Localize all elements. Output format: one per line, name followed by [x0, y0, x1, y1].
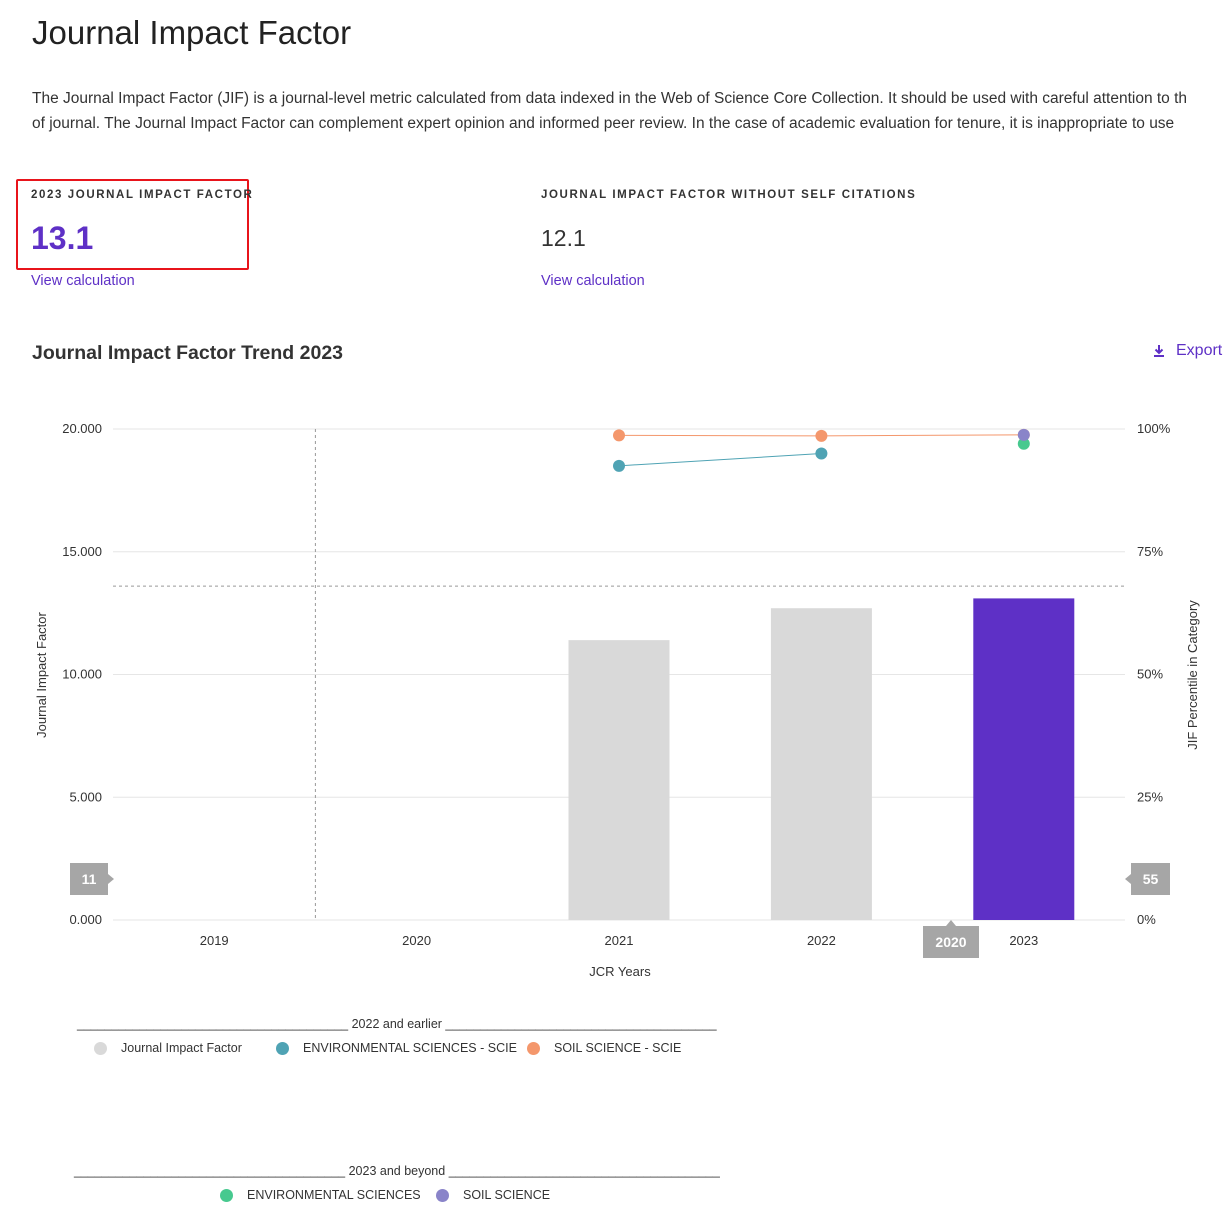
jif-view-calculation-link[interactable]: View calculation	[31, 273, 135, 289]
intro-line-1: The Journal Impact Factor (JIF) is a jou…	[32, 90, 1188, 107]
jif-trend-chart: 0.000 5.000 10.000 15.000 20.000 0% 25% 50% 75% 1…	[34, 421, 1200, 979]
intro-text: The Journal Impact Factor (JIF) is a jou…	[32, 86, 1232, 136]
bar-2023	[973, 598, 1075, 920]
right-value-marker-pointer	[1125, 874, 1131, 884]
legend-dot	[527, 1041, 540, 1055]
series-point-0	[613, 459, 625, 472]
legend-item[interactable]: Journal Impact Factor	[94, 1041, 242, 1055]
y-tick-label: 10.000	[62, 667, 102, 682]
jif-without-self-citations-value: 12.1	[541, 225, 586, 251]
x-tick-label: 2020	[402, 933, 431, 948]
legend-dot	[436, 1188, 449, 1202]
jif-label: 2023 JOURNAL IMPACT FACTOR	[31, 189, 254, 201]
left-value-marker-label: 11	[82, 871, 97, 887]
left-value-marker-pointer	[108, 874, 114, 884]
year-marker-pointer	[946, 920, 956, 926]
legend-label: Journal Impact Factor	[121, 1041, 242, 1055]
jif-without-self-citations-view-calculation-link[interactable]: View calculation	[541, 273, 645, 289]
x-tick-label: 2021	[605, 933, 634, 948]
x-tick-label: 2019	[200, 933, 229, 948]
y2-axis-title: JIF Percentile in Category	[1185, 600, 1200, 750]
y2-tick-label: 50%	[1137, 667, 1163, 682]
jif-without-self-citations-label: JOURNAL IMPACT FACTOR WITHOUT SELF CITAT…	[541, 189, 917, 201]
series-point-0	[815, 447, 828, 460]
right-value-marker-box	[1131, 863, 1170, 895]
highlight-box	[16, 179, 249, 270]
right-value-marker-label: 55	[1143, 871, 1159, 887]
y-tick-label: 15.000	[62, 544, 102, 559]
legend-label: SOIL SCIENCE - SCIE	[554, 1041, 682, 1055]
legend-item[interactable]: ENVIRONMENTAL SCIENCES - SCIE	[276, 1041, 517, 1055]
y2-tick-label: 75%	[1137, 544, 1163, 559]
series-point-3	[1017, 428, 1030, 441]
x-tick-label: 2023	[1009, 933, 1038, 948]
page-title: Journal Impact Factor	[32, 14, 352, 51]
left-value-marker-box	[70, 863, 108, 895]
y2-tick-label: 0%	[1137, 912, 1156, 927]
legend-label: SOIL SCIENCE	[463, 1188, 551, 1202]
legend-label: ENVIRONMENTAL SCIENCES	[247, 1188, 421, 1202]
intro-line-2: of journal. The Journal Impact Factor ca…	[32, 115, 1175, 132]
x-axis-title: JCR Years	[589, 964, 651, 979]
legend-group1-title: _______________________________________ …	[77, 1017, 717, 1031]
download-icon	[1154, 345, 1164, 357]
legend-dot	[220, 1188, 233, 1202]
year-marker-label: 2020	[935, 934, 966, 950]
series-point-2	[1017, 437, 1030, 450]
jif-value: 13.1	[31, 220, 94, 256]
y-tick-label: 5.000	[69, 789, 102, 804]
legend-item[interactable]: ENVIRONMENTAL SCIENCES	[220, 1188, 421, 1202]
legend-dot	[94, 1041, 107, 1055]
series-line-0	[618, 453, 822, 467]
export-button[interactable]: Export	[1150, 342, 1222, 360]
y2-tick-label: 100%	[1137, 421, 1171, 436]
legend-item[interactable]: SOIL SCIENCE	[436, 1188, 550, 1202]
bar-2022	[770, 608, 872, 920]
y-axis-title: Journal Impact Factor	[34, 611, 49, 737]
export-label: Export	[1176, 342, 1223, 359]
legend-item[interactable]: SOIL SCIENCE - SCIE	[527, 1041, 681, 1055]
y-tick-label: 20.000	[62, 421, 102, 436]
series-point-1	[815, 429, 828, 442]
year-marker-box	[923, 926, 979, 958]
x-tick-label: 2022	[807, 933, 836, 948]
series-point-1	[613, 429, 625, 442]
trend-title: Journal Impact Factor Trend 2023	[32, 342, 344, 364]
legend-dot	[276, 1041, 289, 1055]
legend-label: ENVIRONMENTAL SCIENCES - SCIE	[303, 1041, 517, 1055]
bar-2021	[568, 640, 670, 920]
y-tick-label: 0.000	[69, 912, 102, 927]
legend-group2-title: _______________________________________ …	[74, 1164, 720, 1178]
y2-tick-label: 25%	[1137, 789, 1163, 804]
